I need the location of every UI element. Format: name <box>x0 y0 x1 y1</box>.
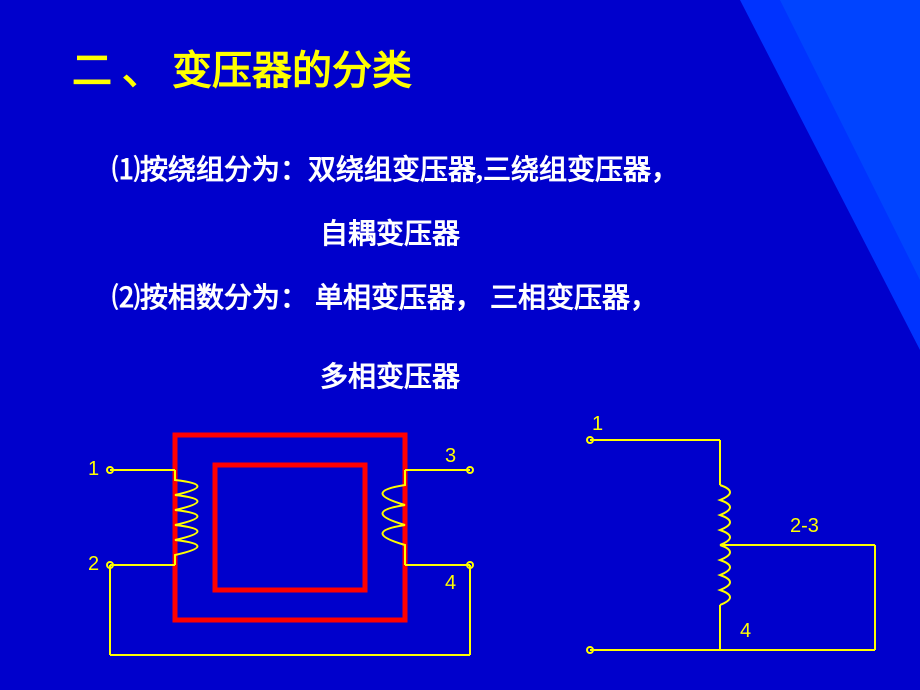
corner-accent-2 <box>780 0 920 280</box>
label-2: 2 <box>88 553 99 576</box>
label-3: 3 <box>445 445 456 468</box>
label-1: 1 <box>88 458 99 481</box>
bullet-1-line-2: 自耦变压器 <box>320 212 460 252</box>
auto-label-1: 1 <box>592 413 603 436</box>
autotransformer-diagram: 1 2-3 4 <box>580 415 900 680</box>
transformer-svg-1 <box>100 430 480 680</box>
auto-coil-lower <box>720 545 730 605</box>
auto-label-4: 4 <box>740 620 751 643</box>
bullet-2-line-2: 多相变压器 <box>320 355 460 395</box>
bullet-1-line-1: ⑴按绕组分为：双绕组变压器,三绕组变压器， <box>112 148 679 188</box>
bullet-2-line-1: ⑵按相数分为： 单相变压器， 三相变压器， <box>112 276 658 316</box>
secondary-coil <box>383 470 406 565</box>
transformer-diagram-1: 1 2 3 4 <box>100 430 480 685</box>
slide-title: 二 、 变压器的分类 <box>72 38 412 96</box>
label-4: 4 <box>445 572 456 595</box>
auto-coil-upper <box>720 485 730 545</box>
core-inner <box>215 465 365 590</box>
auto-label-23: 2-3 <box>790 515 819 538</box>
primary-coil <box>175 470 198 565</box>
